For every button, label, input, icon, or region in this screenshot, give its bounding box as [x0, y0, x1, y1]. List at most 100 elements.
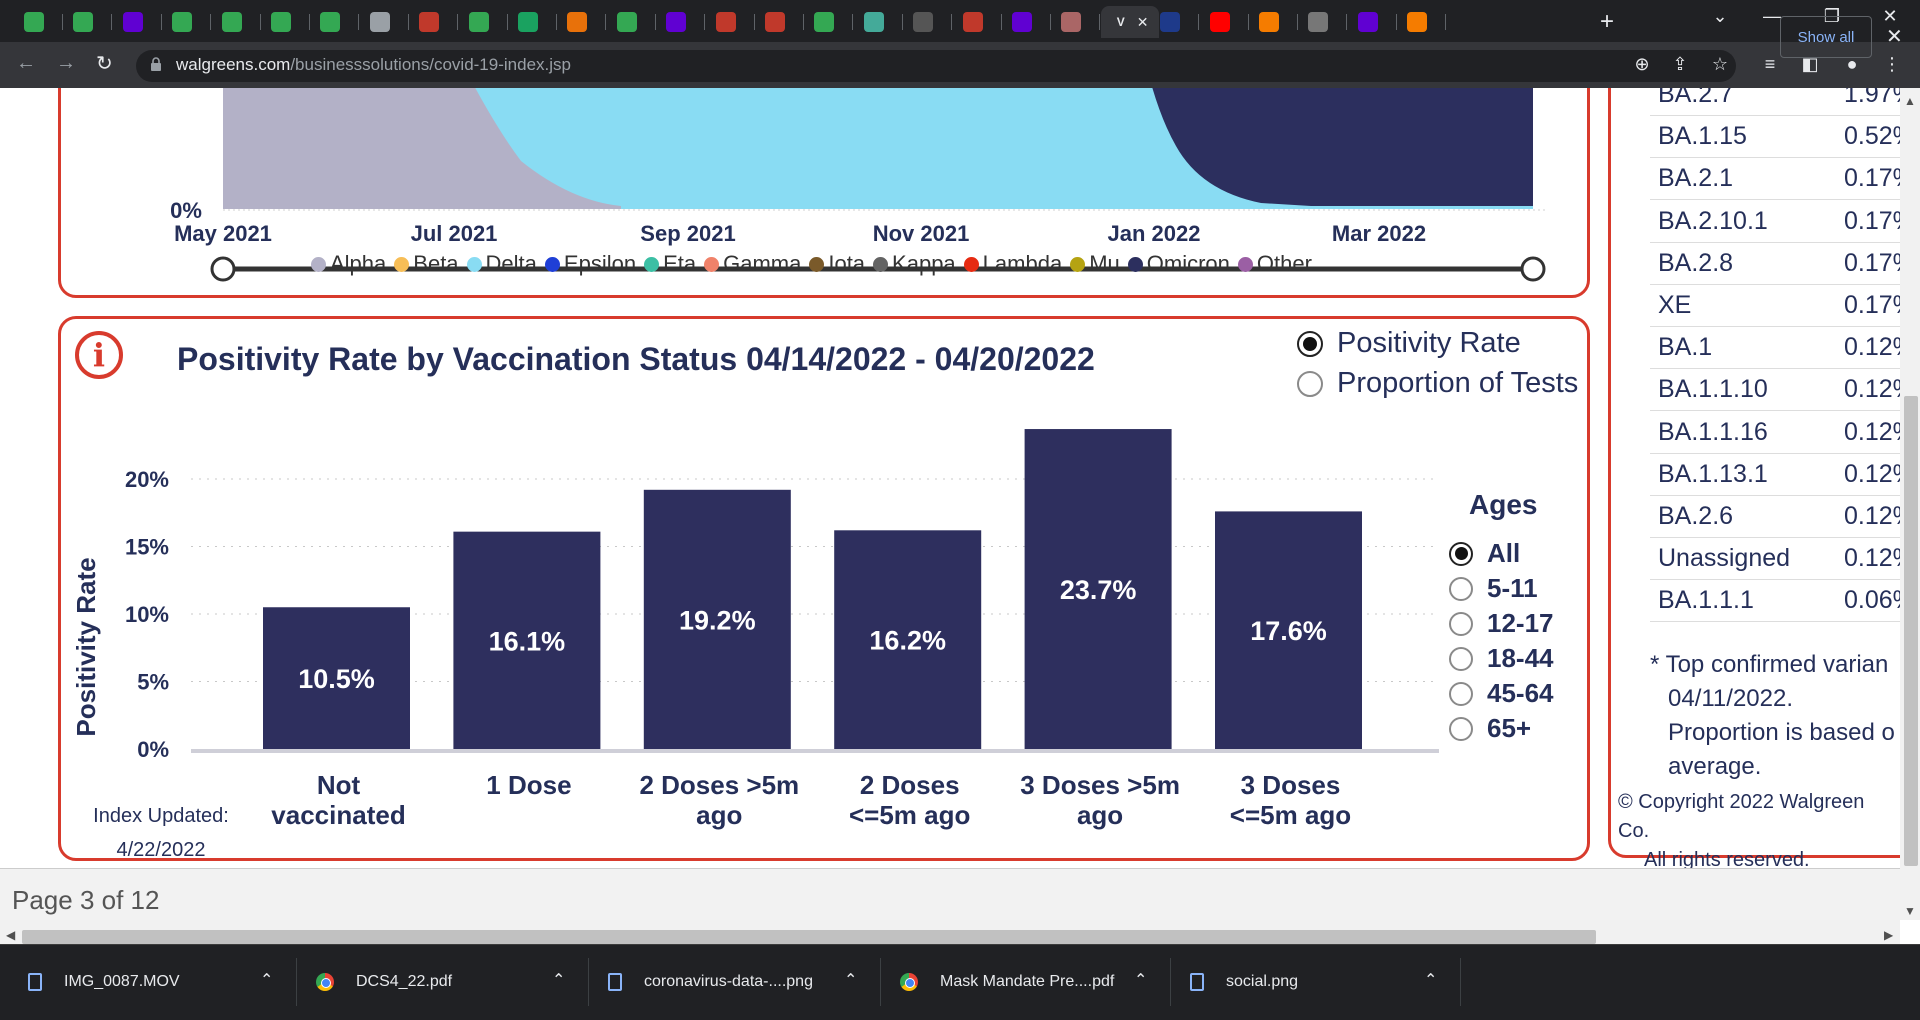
browser-tab[interactable] — [953, 6, 1002, 38]
legend-item-mu[interactable]: Mu — [1070, 251, 1120, 277]
download-item[interactable]: social.png — [1190, 944, 1298, 1020]
browser-tab[interactable] — [854, 6, 903, 38]
bar[interactable] — [1024, 429, 1172, 749]
vertical-scroll-thumb[interactable] — [1904, 396, 1918, 866]
bar[interactable] — [263, 607, 410, 749]
browser-tab[interactable] — [261, 6, 310, 38]
url-text[interactable]: walgreens.com/businesssolutions/covid-19… — [176, 55, 571, 75]
browser-tab[interactable] — [755, 6, 804, 38]
age-radio-65-plus[interactable]: 65+ — [1449, 713, 1531, 744]
browser-tab[interactable] — [310, 6, 360, 38]
browser-tab[interactable] — [804, 6, 854, 38]
tab-search-chevron-icon[interactable]: ⌄ — [1712, 6, 1728, 26]
scroll-down-arrow-icon[interactable]: ▼ — [1904, 904, 1916, 918]
browser-tab[interactable] — [360, 6, 409, 38]
download-options-chevron-icon[interactable]: ⌃ — [1134, 972, 1148, 989]
mode-positivity-rate-radio[interactable]: Positivity Rate — [1297, 327, 1521, 360]
profile-avatar-icon[interactable]: ● — [1846, 54, 1858, 74]
browser-tab[interactable] — [1348, 6, 1397, 38]
lock-icon[interactable] — [150, 57, 162, 71]
download-options-chevron-icon[interactable]: ⌃ — [1424, 972, 1438, 989]
close-downloads-icon[interactable]: ✕ — [1886, 26, 1903, 48]
browser-tab[interactable] — [1051, 6, 1101, 38]
zoom-icon[interactable]: ⊕ — [1634, 54, 1650, 74]
close-window-icon[interactable]: ✕ — [1882, 6, 1898, 26]
legend-item-alpha[interactable]: Alpha — [311, 251, 386, 277]
age-radio-all[interactable]: All — [1449, 538, 1520, 569]
age-radio-12-17[interactable]: 12-17 — [1449, 608, 1554, 639]
new-tab-icon[interactable]: + — [1600, 8, 1615, 35]
bookmark-star-icon[interactable]: ☆ — [1711, 54, 1729, 74]
legend-item-lambda[interactable]: Lambda — [963, 251, 1062, 277]
legend-item-other[interactable]: Other — [1237, 251, 1312, 277]
close-tab-icon[interactable]: ✕ — [1136, 13, 1149, 30]
download-item[interactable]: DCS4_22.pdf — [316, 944, 452, 1020]
scroll-up-arrow-icon[interactable]: ▲ — [1904, 94, 1916, 108]
browser-tab[interactable] — [409, 6, 459, 38]
radio-unselected-icon[interactable] — [1449, 716, 1473, 741]
minimize-icon[interactable]: — — [1763, 6, 1781, 26]
horizontal-scroll-thumb[interactable] — [22, 930, 1596, 944]
browser-tab[interactable] — [459, 6, 508, 38]
download-options-chevron-icon[interactable]: ⌃ — [552, 972, 566, 989]
download-item[interactable]: coronavirus-data-....png — [608, 944, 813, 1020]
download-options-chevron-icon[interactable]: ⌃ — [844, 972, 858, 989]
browser-tab[interactable] — [1298, 6, 1348, 38]
legend-item-iota[interactable]: Iota — [809, 251, 865, 277]
browser-tab[interactable] — [508, 6, 557, 38]
bar[interactable] — [453, 531, 601, 749]
browser-tab[interactable] — [557, 6, 607, 38]
bar[interactable] — [1215, 511, 1362, 749]
radio-unselected-icon[interactable] — [1449, 646, 1473, 671]
browser-tab[interactable] — [1002, 6, 1051, 38]
browser-tab[interactable] — [162, 6, 212, 38]
reload-icon[interactable]: ↻ — [96, 53, 113, 75]
scroll-left-arrow-icon[interactable]: ◀ — [6, 928, 16, 942]
radio-selected-icon[interactable] — [1449, 541, 1473, 566]
scroll-right-arrow-icon[interactable]: ▶ — [1884, 928, 1894, 942]
address-bar[interactable] — [136, 50, 1736, 82]
radio-unselected-icon[interactable] — [1449, 681, 1473, 706]
browser-tab[interactable] — [1200, 6, 1249, 38]
show-all-downloads-button[interactable]: Show all — [1780, 16, 1872, 58]
browser-tab[interactable]: V ✕ — [1100, 6, 1159, 38]
browser-tab[interactable] — [1397, 6, 1447, 38]
legend-item-eta[interactable]: Eta — [644, 251, 696, 277]
browser-tab[interactable] — [63, 6, 113, 38]
reading-list-icon[interactable]: ≡ — [1764, 54, 1776, 74]
browser-tab[interactable] — [656, 6, 706, 38]
radio-selected-icon[interactable] — [1297, 330, 1323, 357]
radio-unselected-icon[interactable] — [1297, 370, 1323, 397]
side-panel-icon[interactable]: ◧ — [1801, 54, 1819, 74]
forward-arrow-icon[interactable]: → — [56, 52, 76, 74]
browser-tab[interactable] — [14, 6, 63, 38]
browser-tab[interactable] — [1150, 6, 1200, 38]
legend-item-epsilon[interactable]: Epsilon — [544, 251, 636, 277]
back-arrow-icon[interactable]: ← — [16, 52, 36, 74]
download-item[interactable]: Mask Mandate Pre....pdf — [900, 944, 1114, 1020]
mode-proportion-of-tests-radio[interactable]: Proportion of Tests — [1297, 367, 1578, 400]
browser-tab[interactable] — [1249, 6, 1298, 38]
legend-item-gamma[interactable]: Gamma — [704, 251, 801, 277]
legend-item-kappa[interactable]: Kappa — [873, 251, 956, 277]
slider-handle-start[interactable] — [210, 256, 236, 282]
bar[interactable] — [834, 530, 982, 749]
legend-item-delta[interactable]: Delta — [466, 251, 537, 277]
browser-tab[interactable] — [212, 6, 261, 38]
radio-unselected-icon[interactable] — [1449, 611, 1473, 636]
info-icon[interactable]: i — [75, 331, 123, 379]
legend-item-beta[interactable]: Beta — [394, 251, 459, 277]
age-radio-45-64[interactable]: 45-64 — [1449, 678, 1554, 709]
legend-item-omicron[interactable]: Omicron — [1127, 251, 1230, 277]
menu-kebab-icon[interactable]: ⋮ — [1883, 54, 1901, 74]
age-radio-5-11[interactable]: 5-11 — [1449, 573, 1538, 604]
download-options-chevron-icon[interactable]: ⌃ — [260, 972, 274, 989]
share-icon[interactable]: ⇪ — [1672, 54, 1688, 74]
browser-tab[interactable] — [607, 6, 656, 38]
browser-tab[interactable] — [113, 6, 162, 38]
age-radio-18-44[interactable]: 18-44 — [1449, 643, 1554, 674]
bar[interactable] — [643, 489, 791, 749]
radio-unselected-icon[interactable] — [1449, 576, 1473, 601]
download-item[interactable]: IMG_0087.MOV — [28, 944, 180, 1020]
slider-handle-end[interactable] — [1520, 256, 1546, 282]
